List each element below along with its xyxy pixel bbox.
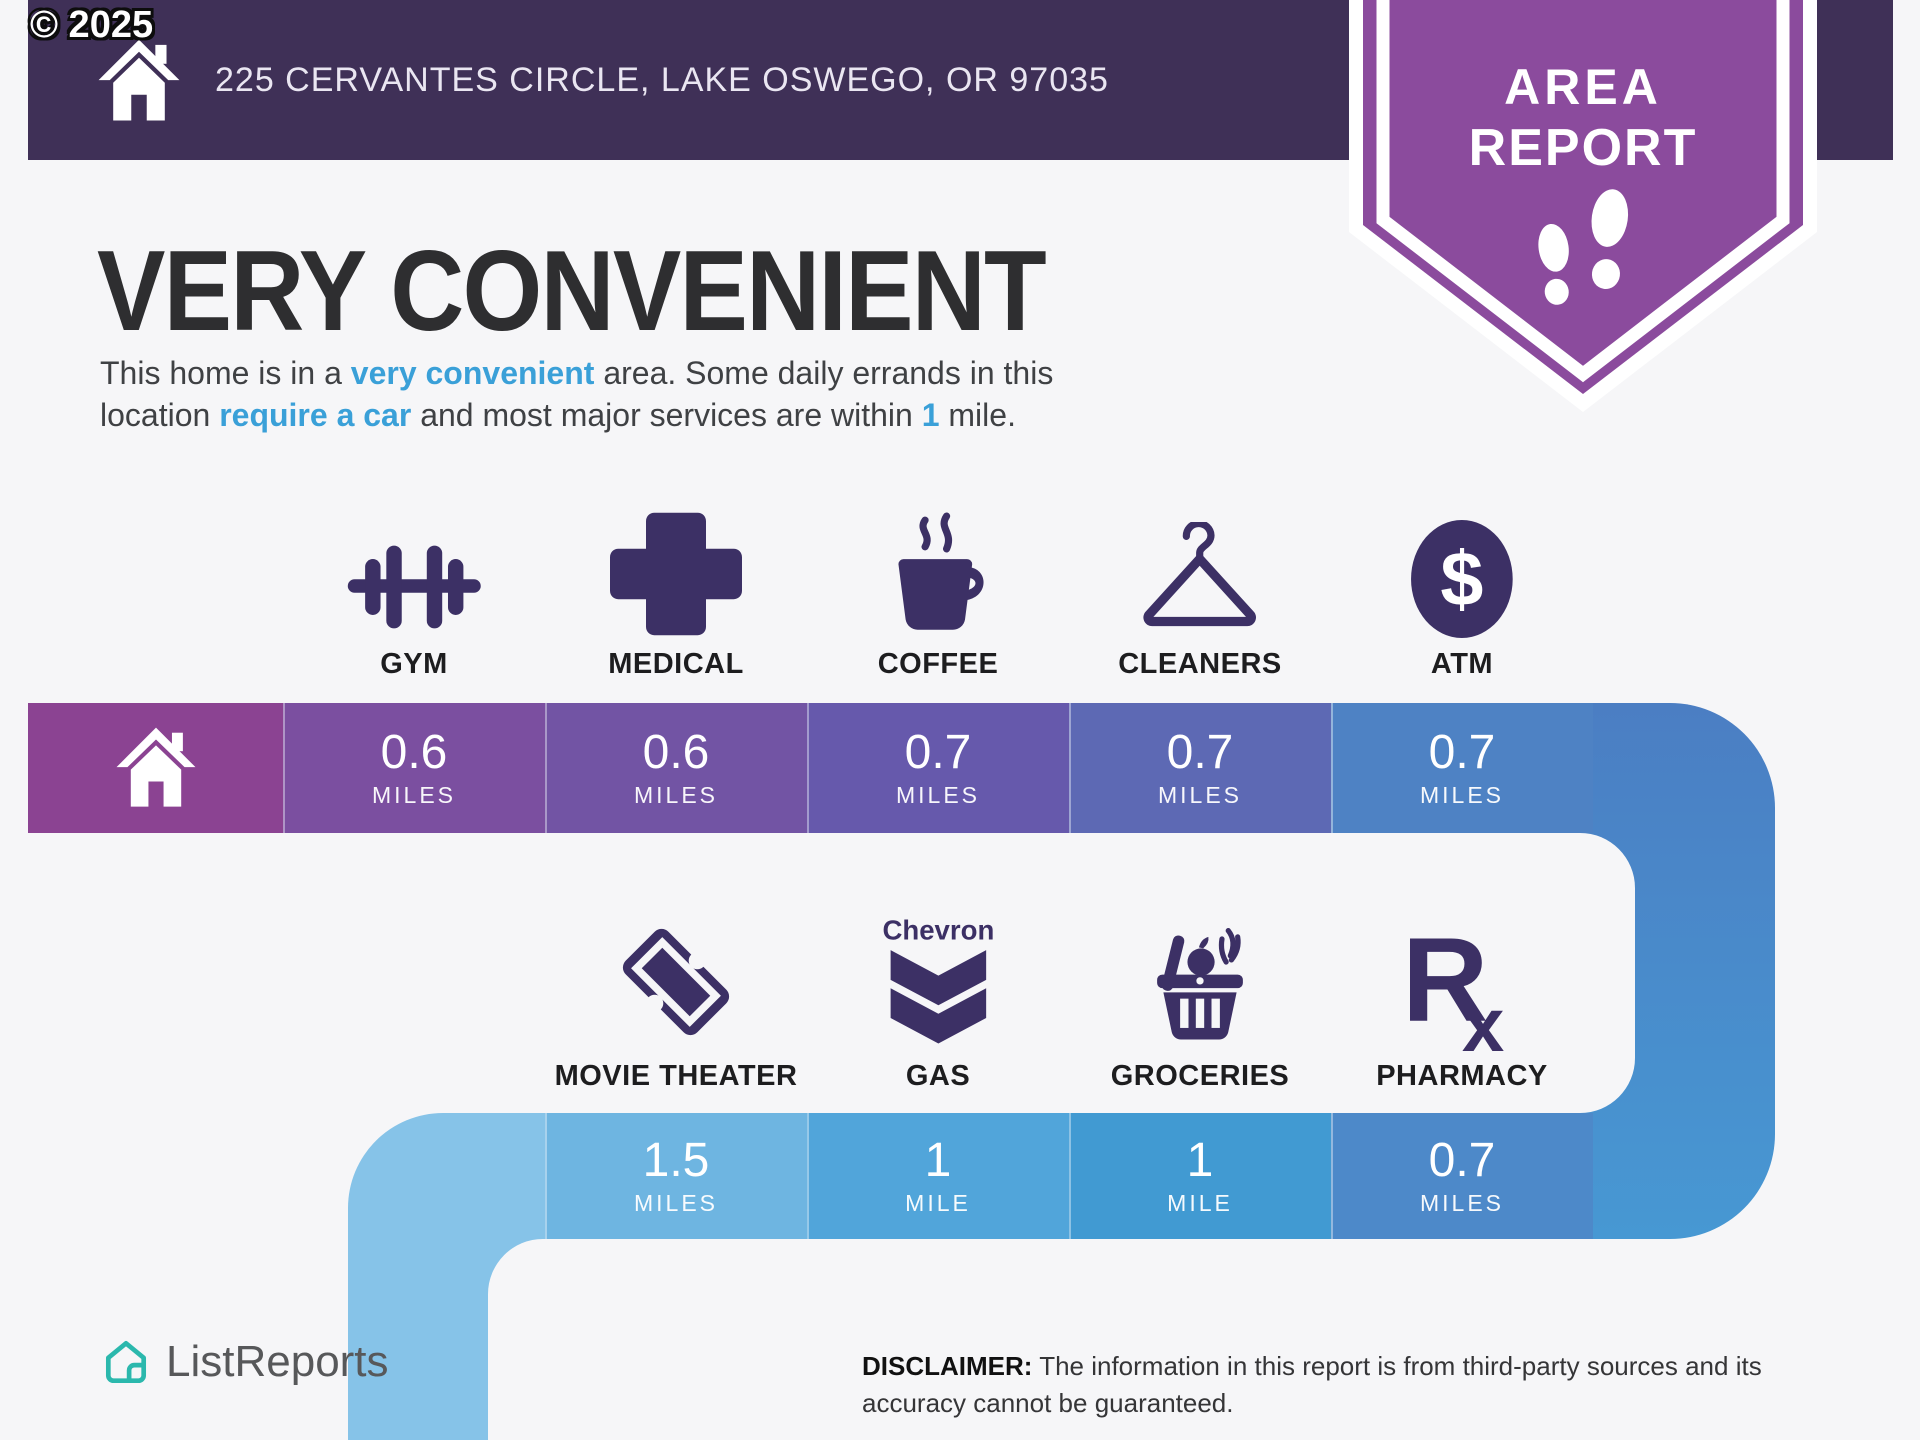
logo-text: ListReports [166, 1337, 389, 1386]
distance-unit: MILES [1419, 781, 1505, 808]
distance-value: 1 [1186, 1133, 1214, 1187]
badge-title: AREA REPORT [1349, 0, 1817, 178]
home-icon [116, 727, 195, 807]
medical-cross-icon [545, 508, 807, 640]
text-fragment: DISCLAIMER: [862, 1351, 1033, 1381]
text-fragment: area. Some daily errands in this [594, 355, 1054, 391]
distance-cell: 0.7 MILES [1069, 703, 1331, 833]
distance-value: 1 [924, 1133, 952, 1187]
distance-cell: 1 MILE [807, 1113, 1069, 1239]
text-fragment: require a car [219, 397, 412, 433]
summary-paragraph: This home is in a very convenient area. … [100, 352, 1400, 436]
text-fragment: location [100, 397, 220, 433]
distance-value: 1.5 [642, 1133, 710, 1187]
category-label: COFFEE [877, 648, 999, 680]
text-fragment: This home is in a [100, 355, 351, 391]
text-fragment: and most major services are within [411, 397, 922, 433]
svg-text:R: R [1402, 918, 1488, 1047]
distance-cell: 0.7 MILES [807, 703, 1069, 833]
dumbbell-icon [283, 534, 545, 640]
distance-cell: 1.5 MILES [545, 1113, 807, 1239]
category-label: PHARMACY [1376, 1060, 1548, 1092]
distance-cell: 1 MILE [1069, 1113, 1331, 1239]
grocery-basket-icon [1069, 916, 1331, 1052]
distance-value: 0.7 [1428, 1133, 1496, 1187]
text-fragment: 1 [921, 397, 940, 433]
distance-cell: 0.6 MILES [283, 703, 545, 833]
distance-value: 0.6 [642, 725, 710, 779]
badge-line-area: AREA [1504, 59, 1662, 115]
distance-unit: MILES [1157, 781, 1243, 808]
listreports-logo: ListReports [100, 1336, 389, 1388]
distance-value: 0.7 [1428, 725, 1496, 779]
area-report-badge [1349, 0, 1817, 420]
category-label: GROCERIES [1110, 1060, 1290, 1092]
distance-unit: MILES [633, 1189, 719, 1216]
category-label: ATM [1430, 648, 1494, 680]
badge-line-report: REPORT [1468, 119, 1698, 177]
category-label: GAS [905, 1060, 971, 1092]
text-fragment: The information in this report is from t… [862, 1351, 1762, 1418]
disclaimer-text: DISCLAIMER: The information in this repo… [862, 1348, 1872, 1422]
distance-cell: 0.7 MILES [1331, 1113, 1593, 1239]
coffee-cup-icon [807, 512, 1069, 640]
distance-unit: MILES [1419, 1189, 1505, 1216]
category-label: MEDICAL [608, 648, 744, 680]
ticket-icon [545, 912, 807, 1052]
category-label: CLEANERS [1118, 648, 1282, 680]
distance-cell: 0.6 MILES [545, 703, 807, 833]
route-band-left-inset [488, 1239, 688, 1440]
distance-unit: MILES [371, 781, 457, 808]
distance-cell: 0.7 MILES [1331, 703, 1593, 833]
distance-unit: MILES [633, 781, 719, 808]
distance-unit: MILES [895, 781, 981, 808]
distance-unit: MILE [905, 1189, 971, 1216]
distance-value: 0.7 [1166, 725, 1234, 779]
summary-line: location require a car and most major se… [100, 394, 1400, 436]
text-fragment: very convenient [350, 355, 595, 391]
home-icon [96, 36, 182, 126]
hanger-icon [1069, 522, 1331, 640]
copyright-watermark: © 2025 [30, 4, 154, 46]
distance-value: 0.6 [380, 725, 448, 779]
distance-value: 0.7 [904, 725, 972, 779]
category-label: GYM [380, 648, 448, 680]
summary-line: This home is in a very convenient area. … [100, 352, 1400, 394]
property-address: 225 CERVANTES CIRCLE, LAKE OSWEGO, OR 97… [215, 60, 1109, 99]
page-title: VERY CONVENIENT [97, 228, 1047, 355]
route-band-right-inset [1435, 833, 1635, 1113]
distance-unit: MILE [1167, 1189, 1233, 1216]
dollar-circle-icon: $ [1331, 518, 1593, 640]
svg-text:Chevron: Chevron [882, 914, 994, 945]
footprints-icon [1523, 178, 1643, 318]
text-fragment: mile. [939, 397, 1016, 433]
svg-text:$: $ [1440, 536, 1483, 622]
home-cell [28, 703, 283, 833]
category-label: MOVIE THEATER [554, 1060, 798, 1092]
chevron-gas-icon: Chevron [807, 914, 1069, 1052]
svg-text:x: x [1462, 983, 1504, 1052]
listreports-icon [105, 1340, 147, 1384]
